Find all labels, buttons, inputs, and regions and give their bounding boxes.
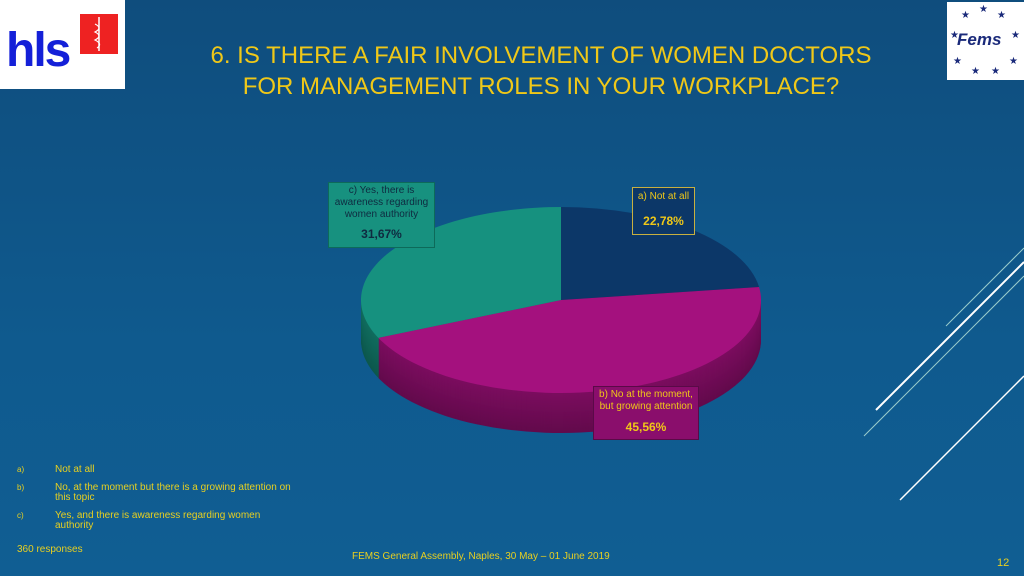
title-line-2: FOR MANAGEMENT ROLES IN YOUR WORKPLACE?: [242, 73, 840, 100]
legend-text: Not at all: [55, 464, 95, 475]
stars-icon: ★★★ ★ ★ ★★ ★★: [950, 4, 1020, 77]
svg-text:★: ★: [1011, 30, 1020, 41]
callout-b: b) No at the moment, but growing attenti…: [593, 386, 699, 440]
hls-logo-text: hls: [6, 24, 71, 77]
callout-a-line: a) Not at all: [637, 191, 690, 202]
callout-c-line: women authority: [344, 209, 419, 220]
svg-text:★: ★: [979, 4, 988, 15]
title-line-1: 6. IS THERE A FAIR INVOLVEMENT OF WOMEN …: [210, 42, 872, 69]
deco-line: [863, 275, 1024, 437]
legend-key: a): [17, 465, 25, 474]
legend-item: c) Yes, and there is awareness regarding …: [17, 511, 295, 531]
fems-logo: ★ ★ ★ ★ ★ ★ ★ ★ ★ Fems: [947, 2, 1024, 80]
legend-text: No, at the moment but there is a growing…: [55, 482, 291, 503]
legend-item: a) Not at all: [17, 465, 295, 475]
fems-logo-text: Fems: [957, 30, 1002, 49]
page-number: 12: [997, 557, 1010, 569]
svg-text:★: ★: [1009, 56, 1018, 67]
callout-c-value: 31,67%: [361, 227, 402, 241]
legend: a) Not at all b) No, at the moment but the…: [17, 465, 295, 539]
svg-text:★: ★: [961, 10, 970, 21]
legend-key: b): [17, 483, 25, 492]
svg-text:★: ★: [950, 30, 959, 41]
svg-text:★: ★: [953, 56, 962, 67]
callout-c: c) Yes, there is awareness regarding wom…: [328, 182, 435, 248]
pie-slice-a: [561, 207, 760, 300]
footer-text: FEMS General Assembly, Naples, 30 May – …: [352, 551, 610, 562]
callout-b-line: b) No at the moment,: [599, 389, 693, 400]
hls-logo: hls: [0, 0, 125, 89]
slide-title: 6. IS THERE A FAIR INVOLVEMENT OF WOMEN …: [150, 40, 932, 102]
legend-key: c): [17, 511, 24, 520]
callout-b-line: but growing attention: [599, 401, 693, 412]
caduceus-icon: [80, 14, 118, 54]
deco-line: [945, 247, 1024, 327]
pie-slice-b: [378, 287, 762, 393]
callout-a-value: 22,78%: [643, 214, 684, 228]
responses-count: 360 responses: [17, 544, 83, 555]
deco-line: [899, 375, 1024, 501]
callout-b-value: 45,56%: [625, 420, 667, 434]
callout-a: a) Not at all 22,78%: [632, 187, 695, 235]
svg-text:★: ★: [991, 66, 1000, 77]
legend-text: Yes, and there is awareness regarding wo…: [55, 510, 261, 531]
svg-text:★: ★: [971, 66, 980, 77]
callout-c-line: c) Yes, there is: [348, 185, 415, 196]
legend-item: b) No, at the moment but there is a growi…: [17, 483, 295, 503]
callout-c-line: awareness regarding: [334, 197, 429, 208]
svg-text:★: ★: [997, 10, 1006, 21]
deco-line: [875, 261, 1024, 411]
